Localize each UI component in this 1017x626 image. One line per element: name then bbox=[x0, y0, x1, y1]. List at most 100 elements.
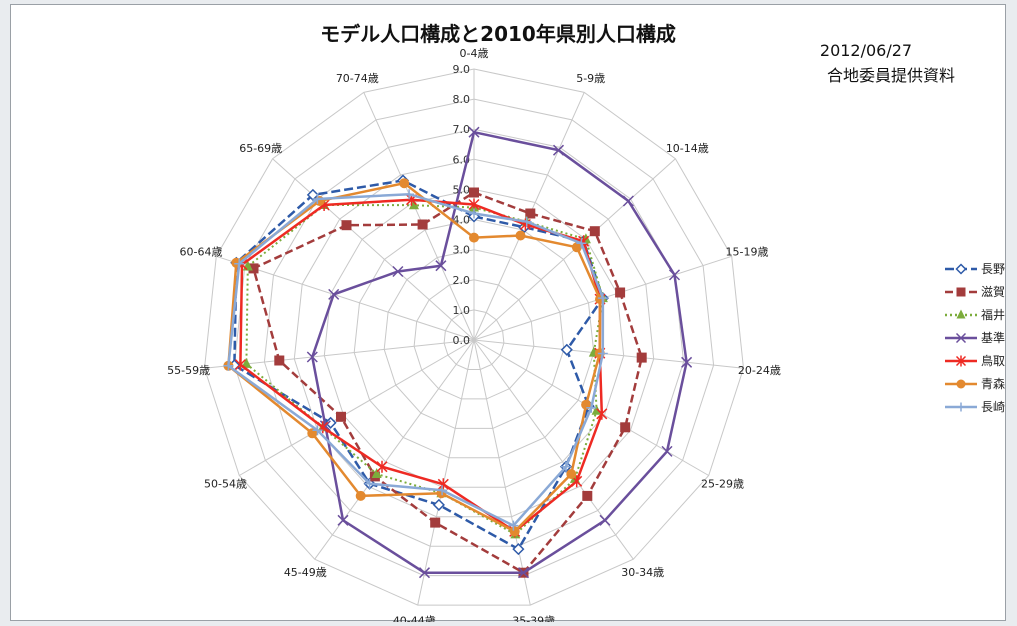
series-長崎 bbox=[223, 189, 608, 531]
radial-tick-label: 2.0 bbox=[453, 274, 471, 287]
grid-spoke bbox=[272, 158, 475, 341]
radial-tick-label: 7.0 bbox=[453, 123, 471, 136]
data-point bbox=[437, 478, 449, 491]
legend-label: 基準 bbox=[981, 330, 1005, 345]
data-point bbox=[615, 287, 626, 298]
grid-ring bbox=[323, 188, 625, 488]
chart-date: 2012/06/27 bbox=[820, 41, 912, 60]
legend-label: 青森 bbox=[981, 376, 1005, 391]
radial-tick-label: 9.0 bbox=[453, 63, 471, 76]
legend-item: 鳥取 bbox=[945, 353, 1005, 368]
data-point bbox=[525, 208, 536, 219]
data-point bbox=[392, 265, 404, 278]
data-point bbox=[509, 526, 520, 537]
data-point bbox=[371, 468, 382, 478]
data-point bbox=[668, 269, 681, 281]
radial-tick-label: 8.0 bbox=[453, 93, 471, 106]
legend-label: 福井 bbox=[981, 307, 1005, 322]
data-point bbox=[571, 242, 582, 253]
radar-chart: モデル人口構成と2010年県別人口構成 2012/06/27 合地委員提供資料 … bbox=[167, 22, 1005, 626]
grid-ring bbox=[263, 128, 685, 547]
radial-tick-label: 0.0 bbox=[453, 334, 471, 347]
category-label: 60-64歳 bbox=[180, 245, 223, 258]
data-point bbox=[512, 543, 525, 556]
chart-title: モデル人口構成と2010年県別人口構成 bbox=[320, 22, 676, 46]
legend-item: 滋賀 bbox=[945, 285, 1005, 299]
grid-ring bbox=[233, 98, 715, 577]
data-point bbox=[409, 199, 419, 210]
category-label: 10-14歳 bbox=[666, 142, 709, 155]
radial-tick-label: 3.0 bbox=[453, 244, 471, 257]
data-point bbox=[521, 216, 532, 227]
data-point bbox=[337, 514, 349, 526]
data-point bbox=[566, 469, 577, 479]
category-label: 35-39歳 bbox=[512, 615, 555, 622]
data-point bbox=[561, 461, 571, 472]
data-point bbox=[469, 232, 479, 243]
data-point bbox=[597, 293, 608, 304]
category-label: 70-74歳 bbox=[336, 72, 379, 85]
legend-item: 長崎 bbox=[945, 400, 1005, 414]
grid-ring bbox=[383, 249, 565, 429]
grid-spoke bbox=[363, 92, 475, 341]
series-layer bbox=[223, 126, 693, 579]
radial-tick-label: 4.0 bbox=[453, 214, 471, 227]
data-point bbox=[437, 485, 448, 496]
category-label: 25-29歳 bbox=[701, 478, 744, 491]
data-point bbox=[355, 490, 366, 501]
data-point bbox=[956, 309, 966, 319]
data-point bbox=[324, 416, 337, 429]
category-label: 0-4歳 bbox=[460, 47, 489, 60]
series-line bbox=[252, 191, 643, 575]
data-point bbox=[234, 358, 246, 371]
grid-spoke bbox=[473, 339, 634, 560]
data-point bbox=[306, 351, 318, 363]
category-label: 45-49歳 bbox=[284, 566, 327, 579]
data-point bbox=[274, 355, 285, 366]
data-point bbox=[306, 188, 319, 201]
data-point bbox=[418, 567, 431, 579]
chart-source: 合地委員提供資料 bbox=[827, 66, 955, 85]
radial-tick-label: 1.0 bbox=[453, 304, 471, 317]
data-point bbox=[589, 226, 600, 237]
data-point bbox=[336, 411, 346, 422]
category-label: 30-34歳 bbox=[621, 566, 664, 579]
radial-tick-label: 5.0 bbox=[453, 183, 471, 196]
data-point bbox=[956, 379, 966, 389]
legend-item: 長野 bbox=[945, 262, 1005, 276]
data-point bbox=[576, 238, 587, 249]
data-point bbox=[622, 195, 634, 207]
series-滋賀 bbox=[248, 187, 647, 578]
grid-ring bbox=[443, 309, 505, 370]
grid-spoke bbox=[473, 339, 531, 606]
data-point bbox=[432, 498, 445, 511]
data-point bbox=[341, 220, 352, 231]
data-point bbox=[582, 490, 593, 501]
data-point bbox=[956, 402, 966, 412]
data-point bbox=[234, 258, 245, 269]
grid-spoke bbox=[239, 339, 475, 476]
legend-item: 青森 bbox=[945, 376, 1005, 391]
data-point bbox=[364, 478, 375, 489]
category-labels: 0-4歳 5-9歳 10-14歳 15-19歳 20-24歳 25-29歳 30-34歳 35… bbox=[167, 47, 781, 626]
category-label: 5-9歳 bbox=[576, 72, 605, 85]
data-point bbox=[636, 352, 647, 363]
data-point bbox=[661, 445, 673, 457]
category-label: 15-19歳 bbox=[726, 245, 769, 258]
data-point bbox=[376, 460, 388, 473]
data-point bbox=[620, 422, 631, 433]
grid-spoke bbox=[216, 255, 475, 341]
data-point bbox=[955, 355, 967, 367]
data-point bbox=[681, 356, 693, 368]
data-point bbox=[404, 189, 415, 200]
category-label: 20-24歳 bbox=[738, 364, 781, 377]
data-point bbox=[956, 287, 966, 297]
grid-spoke bbox=[204, 339, 475, 369]
data-point bbox=[517, 567, 530, 579]
radar-grid bbox=[203, 68, 745, 606]
legend-label: 長野 bbox=[981, 262, 1005, 276]
data-point bbox=[508, 520, 519, 531]
series-line bbox=[227, 192, 605, 528]
legend-label: 鳥取 bbox=[981, 353, 1005, 368]
